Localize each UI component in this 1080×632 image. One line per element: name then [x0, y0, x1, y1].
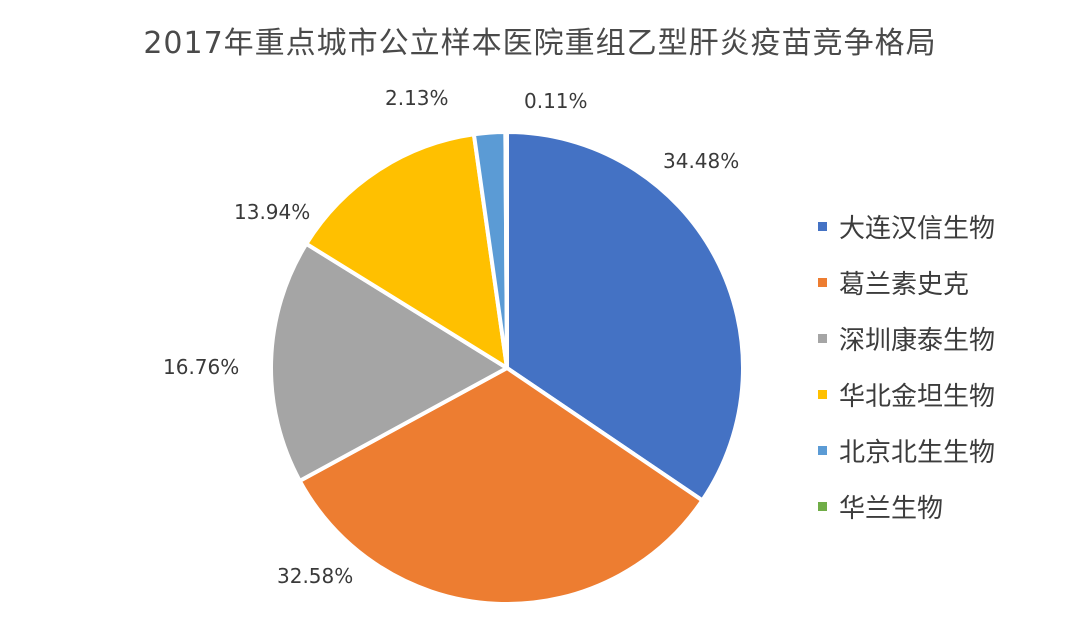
legend-swatch	[818, 333, 827, 343]
pie-slice	[503, 130, 509, 370]
pie-slice	[269, 241, 509, 483]
legend-swatch	[818, 445, 827, 455]
data-label: 34.48%	[663, 149, 739, 173]
legend-label: 大连汉信生物	[839, 213, 996, 244]
legend-label: 深圳康泰生物	[839, 325, 996, 356]
legend-item: 华兰生物	[818, 478, 995, 534]
legend-label: 华兰生物	[839, 493, 944, 524]
legend-item: 大连汉信生物	[818, 198, 995, 254]
data-label: 2.13%	[385, 86, 449, 110]
legend-swatch	[818, 221, 827, 231]
legend-swatch	[818, 501, 827, 511]
legend-label: 华北金坦生物	[839, 381, 996, 412]
legend-swatch	[818, 277, 827, 287]
chart-title: 2017年重点城市公立样本医院重组乙型肝炎疫苗竞争格局	[143, 26, 937, 61]
legend-label: 北京北生生物	[839, 437, 996, 468]
pie-slice	[505, 130, 746, 503]
data-label: 16.76%	[163, 355, 239, 379]
data-label: 32.58%	[277, 564, 353, 588]
data-label: 0.11%	[524, 89, 588, 113]
data-label: 13.94%	[234, 200, 310, 224]
pie-slice	[304, 132, 509, 370]
legend-item: 深圳康泰生物	[818, 310, 995, 366]
legend-swatch	[818, 389, 827, 399]
legend-label: 葛兰素史克	[839, 269, 970, 300]
legend-item: 葛兰素史克	[818, 254, 995, 310]
legend: 大连汉信生物 葛兰素史克深圳康泰生物 华北金坦生物 北京北生生物 华兰生物	[818, 198, 995, 534]
legend-item: 北京北生生物	[818, 422, 995, 478]
legend-item: 华北金坦生物	[818, 366, 995, 422]
